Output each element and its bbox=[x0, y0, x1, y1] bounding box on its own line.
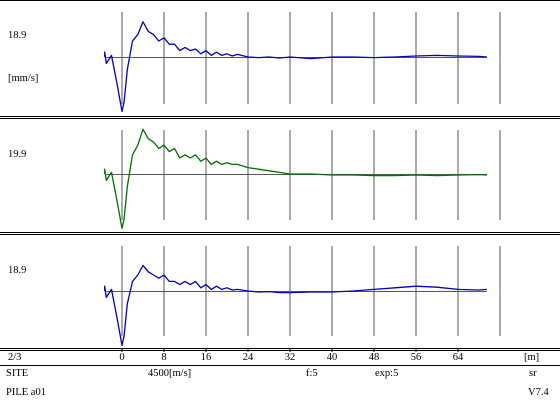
pile-label: PILE a01 bbox=[6, 387, 46, 398]
mode-label: sr bbox=[529, 368, 537, 379]
status-row-1: SITE 4500[m/s] f:5 exp:5 sr bbox=[0, 366, 560, 383]
trace-panel-1: 18.9 [mm/s] bbox=[0, 12, 560, 119]
x-tick-label: 48 bbox=[369, 352, 380, 363]
x-tick-label: 40 bbox=[327, 352, 338, 363]
y-scale-label: 18.9 bbox=[8, 265, 26, 276]
filter-label: f:5 bbox=[306, 368, 318, 379]
x-tick-label: 16 bbox=[201, 352, 212, 363]
x-unit-label: [m] bbox=[524, 352, 539, 363]
trace-line bbox=[104, 128, 487, 230]
x-tick-label: 8 bbox=[161, 352, 166, 363]
site-label: SITE bbox=[6, 368, 29, 379]
y-scale-label: 18.9 bbox=[8, 30, 26, 41]
exp-label: exp:5 bbox=[375, 368, 399, 379]
trace-panel-2: 19.9 bbox=[0, 128, 560, 235]
y-scale-label: 19.9 bbox=[8, 149, 26, 160]
x-tick-label: 32 bbox=[285, 352, 296, 363]
trace-line bbox=[104, 264, 487, 347]
trace-panels: 18.9 [mm/s] 19.9 18.9 bbox=[0, 0, 560, 351]
x-tick-label: 56 bbox=[411, 352, 422, 363]
y-unit-label: [mm/s] bbox=[8, 73, 38, 84]
status-row-2: PILE a01 V7.4 bbox=[0, 385, 560, 402]
depth-axis: 2/3 0 8 16 24 32 40 48 56 64 [m] bbox=[0, 349, 560, 366]
trace-panel-3: 18.9 bbox=[0, 246, 560, 351]
x-tick-label: 24 bbox=[243, 352, 254, 363]
version-label: V7.4 bbox=[528, 387, 549, 398]
x-tick-label: 0 bbox=[119, 352, 124, 363]
wave-speed-label: 4500[m/s] bbox=[148, 368, 192, 379]
trace-line bbox=[104, 21, 487, 113]
trace-index-label: 2/3 bbox=[8, 352, 21, 363]
x-tick-label: 64 bbox=[453, 352, 464, 363]
